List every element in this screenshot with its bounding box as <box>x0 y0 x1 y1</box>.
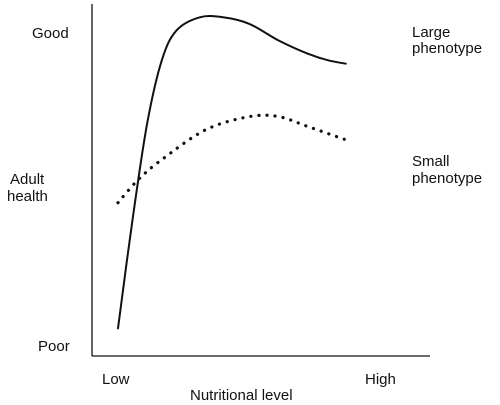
y-tick-label-poor: Poor <box>38 338 70 355</box>
series-line-small-phenotype <box>116 113 348 205</box>
series-line-large-phenotype <box>117 15 347 330</box>
y-tick-label-good: Good <box>32 25 69 42</box>
x-axis-label: Nutritional level <box>190 387 293 404</box>
series-label-large-line-1: Large <box>412 24 450 41</box>
y-axis-label-line-1: Adult <box>10 171 45 188</box>
series-label-large-line-2: phenotype <box>412 40 482 57</box>
series-label-small-line-1: Small <box>412 153 450 170</box>
series-label-small-line-2: phenotype <box>412 170 482 187</box>
x-tick-label-high: High <box>365 371 396 388</box>
series-layer <box>116 15 348 330</box>
y-axis-label-line-2: health <box>7 188 48 205</box>
x-tick-label-low: Low <box>102 371 130 388</box>
